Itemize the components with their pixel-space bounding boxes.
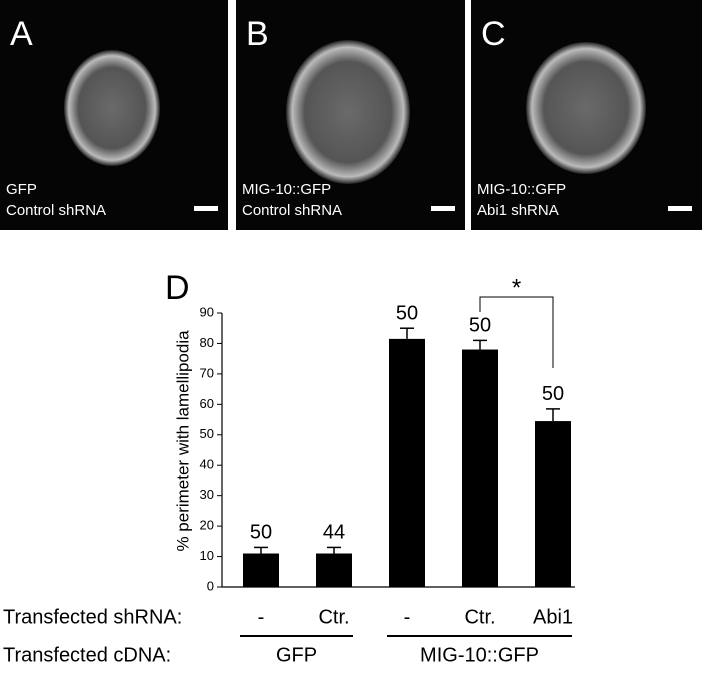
panel-caption: MIG-10::GFP — [242, 181, 331, 198]
y-tick-label: 40 — [200, 457, 214, 472]
panel-caption: Control shRNA — [6, 202, 106, 219]
panel-caption: Control shRNA — [242, 202, 342, 219]
category-label: - — [258, 606, 265, 628]
significance-bracket — [479, 296, 554, 368]
y-axis-label: % perimeter with lamellipodia — [173, 330, 192, 552]
panel-caption: Abi1 shRNA — [477, 202, 559, 219]
y-tick-label: 0 — [207, 578, 214, 593]
n-label: 50 — [396, 303, 418, 325]
y-tick-label: 90 — [200, 304, 214, 319]
y-tick-label: 60 — [200, 396, 214, 411]
cell — [64, 50, 160, 166]
bar — [462, 349, 498, 587]
n-label: 44 — [323, 522, 345, 544]
group-title: Transfected cDNA: — [3, 644, 171, 666]
y-tick-label: 50 — [200, 426, 214, 441]
n-label: 50 — [542, 383, 564, 405]
cell — [526, 42, 646, 174]
significance-label: * — [512, 274, 521, 301]
panel-letter: B — [246, 15, 269, 53]
bar — [243, 553, 279, 587]
scale-bar — [194, 206, 218, 211]
bar — [389, 338, 425, 587]
y-tick-label: 10 — [200, 548, 214, 563]
y-tick-label: 20 — [200, 518, 214, 533]
panel-letter: D — [165, 269, 190, 307]
n-label: 50 — [250, 522, 272, 544]
n-label: 50 — [469, 315, 491, 337]
group-label: MIG-10::GFP — [420, 644, 539, 666]
panel-letter: C — [481, 15, 506, 53]
panel-caption: MIG-10::GFP — [477, 181, 566, 198]
cell — [286, 40, 410, 184]
category-title: Transfected shRNA: — [3, 606, 182, 628]
scale-bar — [431, 206, 455, 211]
panel-letter: A — [10, 15, 33, 53]
bar — [316, 553, 352, 587]
panel-caption: GFP — [6, 181, 37, 198]
y-tick-label: 70 — [200, 365, 214, 380]
category-label: - — [404, 606, 411, 628]
category-label: Ctr. — [318, 606, 349, 628]
y-tick-label: 30 — [200, 487, 214, 502]
y-tick-label: 80 — [200, 335, 214, 350]
category-label: Ctr. — [464, 606, 495, 628]
bar — [535, 421, 571, 587]
scale-bar — [668, 206, 692, 211]
group-label: GFP — [276, 644, 317, 666]
category-label: Abi1 — [533, 606, 573, 628]
